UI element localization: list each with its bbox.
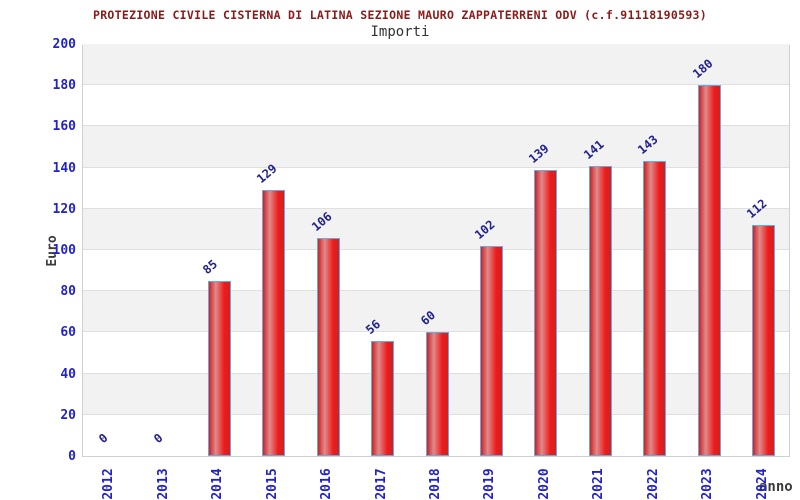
x-axis-tick-label: 2017 <box>373 468 389 500</box>
plot-band <box>83 167 789 209</box>
plot-band <box>83 250 789 292</box>
plot-band <box>83 126 789 168</box>
x-axis-tick-label: 2023 <box>700 468 716 500</box>
gridline <box>83 207 789 209</box>
x-axis-tick-label: 2021 <box>591 468 607 500</box>
x-axis-tick-label: 2016 <box>319 468 335 500</box>
y-axis-tick-label: 60 <box>60 325 76 341</box>
bar <box>316 237 340 456</box>
y-axis-tick-label: 40 <box>60 366 76 382</box>
y-axis-tick-label: 100 <box>52 243 76 258</box>
bar <box>697 85 721 456</box>
bar <box>207 280 231 456</box>
x-axis-tick-label: 2015 <box>264 468 280 500</box>
bar <box>752 225 776 456</box>
gridline <box>83 331 789 333</box>
chart-subtitle: Importi <box>370 24 430 40</box>
plot-band <box>83 208 789 250</box>
plot-band <box>83 85 789 127</box>
chart-title: PROTEZIONE CIVILE CISTERNA DI LATINA SEZ… <box>92 8 707 22</box>
gridline <box>83 166 789 168</box>
x-axis-tick-label: 2014 <box>210 468 226 500</box>
gridline <box>83 84 789 86</box>
plot-band <box>83 44 789 86</box>
bar <box>534 169 558 456</box>
y-axis-tick-label: 180 <box>52 78 76 94</box>
y-axis-tick-label: 0 <box>68 449 76 464</box>
bar <box>425 332 449 456</box>
x-axis-tick-label: 2022 <box>645 468 661 500</box>
bar <box>588 165 612 456</box>
bar <box>643 161 667 456</box>
x-axis-tick-label: 2018 <box>428 468 443 500</box>
y-axis-tick-label: 80 <box>60 284 76 300</box>
bar <box>479 245 503 456</box>
x-axis-title: anno <box>759 479 793 495</box>
bar <box>262 190 286 456</box>
x-axis-tick-label: 2013 <box>155 468 171 500</box>
y-axis-tick-label: 160 <box>52 119 76 135</box>
x-axis-tick-label: 2024 <box>754 468 770 500</box>
x-axis-tick-label: 2020 <box>536 468 552 500</box>
gridline <box>83 249 789 250</box>
plot-band <box>83 291 789 333</box>
y-axis-tick-label: 120 <box>52 201 76 217</box>
gridline <box>83 125 789 127</box>
y-axis-tick-label: 200 <box>52 37 76 52</box>
x-axis-tick-label: 2012 <box>101 468 117 500</box>
y-axis-tick-label: 140 <box>52 160 76 176</box>
gridline <box>83 290 789 292</box>
plot-area: 0 0 85 129 106 56 60 102 139 141 143 180 112 <box>82 44 790 457</box>
bar <box>371 340 395 456</box>
y-axis-tick-label: 20 <box>60 407 76 423</box>
x-axis-tick-label: 2019 <box>482 468 498 500</box>
